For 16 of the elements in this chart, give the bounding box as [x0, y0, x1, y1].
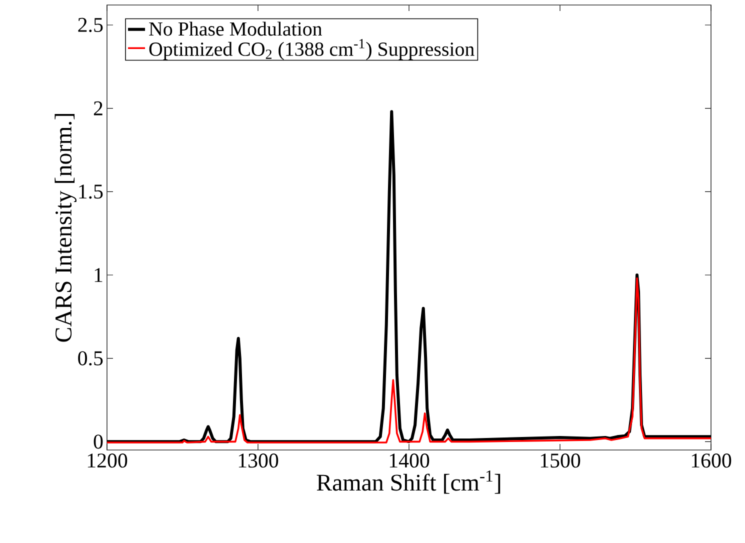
y-tick-label: 0	[94, 434, 103, 449]
y-tick-label: 0.5	[78, 351, 103, 366]
y-tick-label: 2.5	[78, 18, 103, 32]
x-tick-label: 1400	[390, 454, 430, 468]
x-tick-label: 1600	[692, 454, 732, 468]
x-tick-label: 1300	[238, 454, 278, 468]
y-tick-label: 1	[94, 268, 102, 282]
x-tick-label: 1500	[540, 454, 580, 468]
y-axis-title: CARS Intensity [norm.]	[54, 114, 76, 342]
legend-label: No Phase Modulation	[149, 22, 322, 36]
y-tick-label: 2	[94, 101, 102, 116]
y-tick-label: 1.5	[79, 184, 103, 199]
legend-label: Optimized CO$_{2}$ (1388 cm$^{-1}$) Suppression	[149, 39, 474, 60]
x-axis-title: Raman Shift [cm$^{-1}$]	[316, 470, 500, 494]
x-tick-label: 1200	[88, 454, 128, 468]
line-series	[107, 277, 712, 444]
